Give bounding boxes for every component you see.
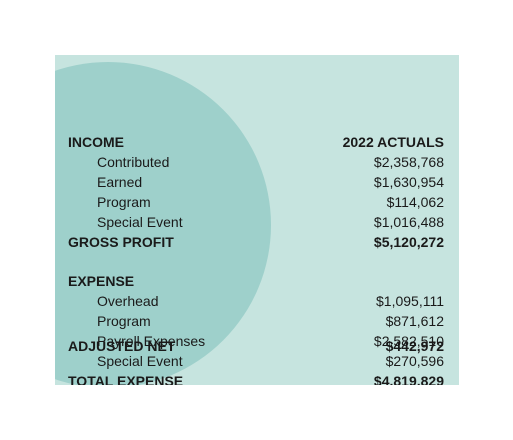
income-row-earned: Earned $1,630,954 [55,172,459,192]
income-heading: INCOME [68,134,124,150]
row-label: Overhead [97,293,159,309]
income-row-special-event: Special Event $1,016,488 [55,212,459,232]
row-value: $2,582,510 [373,333,444,349]
total-expense-row: TOTAL EXPENSE $4,819,829 [55,371,459,385]
row-value: $114,062 [386,194,444,210]
expense-row-payroll-expenses: Payroll Expenses $2,582,510 [55,331,459,351]
row-label: Contributed [97,154,170,170]
row-label: Program [97,194,151,210]
row-label: Payroll Expenses [97,333,206,349]
gross-profit-row: GROSS PROFIT $5,120,272 [55,232,459,252]
expense-row-special-event: Special Event $270,596 [55,351,459,371]
adjusted-net-row: ADJUSTED NET $442,972 [55,336,459,356]
expense-header-row: EXPENSE [55,271,459,291]
row-value: $871,612 [385,313,444,329]
income-row-program: Program $114,062 [55,192,459,212]
expense-row-program: Program $871,612 [55,311,459,331]
financial-table: INCOME 2022 ACTUALS Contributed $2,358,7… [55,55,459,385]
adjusted-net-label: ADJUSTED NET [68,338,176,354]
row-label: Special Event [97,353,183,369]
expense-row-overhead: Overhead $1,095,111 [55,291,459,311]
income-header-row: INCOME 2022 ACTUALS [55,132,459,152]
row-value: $1,016,488 [373,214,444,230]
row-label: Earned [97,174,143,190]
gross-profit-value: $5,120,272 [373,234,444,250]
row-value: $2,358,768 [373,154,444,170]
total-expense-value: $4,819,829 [373,373,444,385]
adjusted-net-value: $442,972 [385,338,444,354]
row-label: Special Event [97,214,183,230]
expense-heading: EXPENSE [68,273,135,289]
row-label: Program [97,313,151,329]
total-expense-label: TOTAL EXPENSE [68,373,184,385]
row-value: $270,596 [385,353,444,369]
row-value: $1,630,954 [373,174,444,190]
income-row-contributed: Contributed $2,358,768 [55,152,459,172]
column-header-2022-actuals: 2022 ACTUALS [342,134,444,150]
financial-summary-panel: INCOME 2022 ACTUALS Contributed $2,358,7… [55,55,459,385]
gross-profit-label: GROSS PROFIT [68,234,174,250]
row-value: $1,095,111 [376,293,444,309]
